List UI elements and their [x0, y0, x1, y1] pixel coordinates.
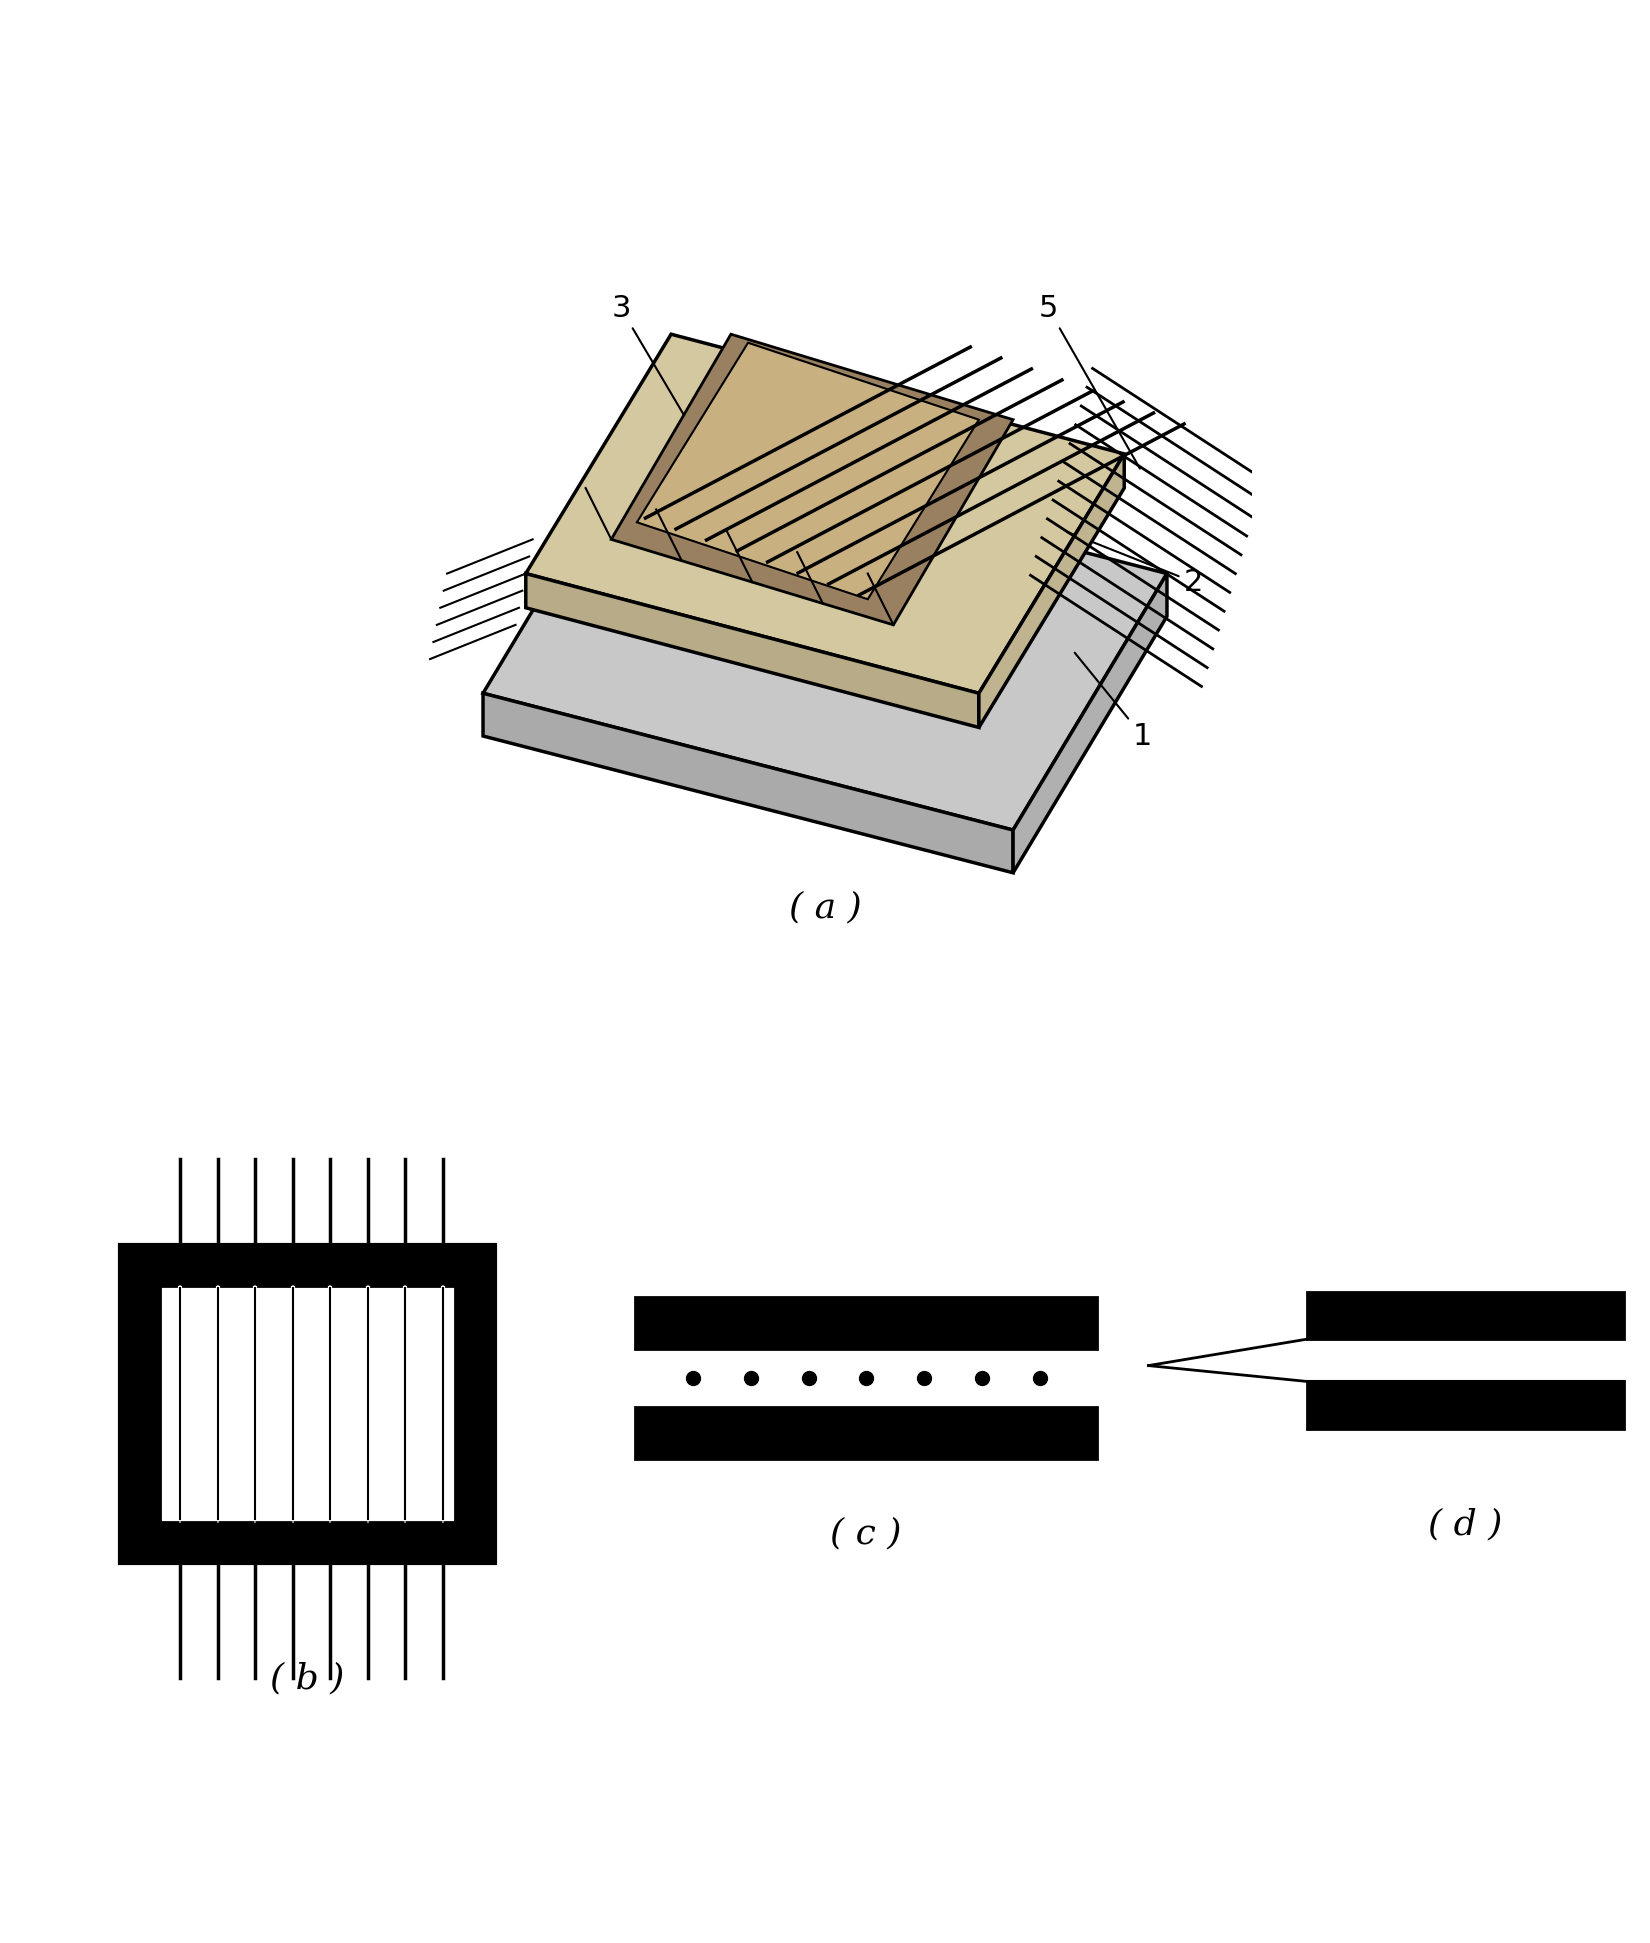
Bar — [119, 1245, 495, 1562]
Bar — [160, 1286, 454, 1521]
Polygon shape — [637, 342, 978, 598]
Text: ( c ): ( c ) — [830, 1517, 903, 1551]
Bar — [635, 1298, 1097, 1348]
Polygon shape — [1013, 573, 1167, 872]
Bar — [1307, 1292, 1624, 1339]
Text: ( a ): ( a ) — [789, 890, 861, 925]
Text: ( d ): ( d ) — [1427, 1508, 1503, 1541]
Polygon shape — [526, 334, 1124, 694]
Text: 2: 2 — [1068, 532, 1203, 597]
Text: 3: 3 — [610, 293, 695, 435]
Bar — [1307, 1381, 1624, 1428]
Text: ( b ): ( b ) — [271, 1661, 345, 1694]
Text: 5: 5 — [1040, 293, 1140, 468]
Text: 1: 1 — [1074, 653, 1152, 750]
Polygon shape — [483, 694, 1013, 872]
Polygon shape — [978, 455, 1124, 727]
Polygon shape — [610, 334, 1013, 626]
Bar — [635, 1407, 1097, 1459]
Polygon shape — [483, 437, 1167, 830]
Polygon shape — [526, 573, 978, 727]
